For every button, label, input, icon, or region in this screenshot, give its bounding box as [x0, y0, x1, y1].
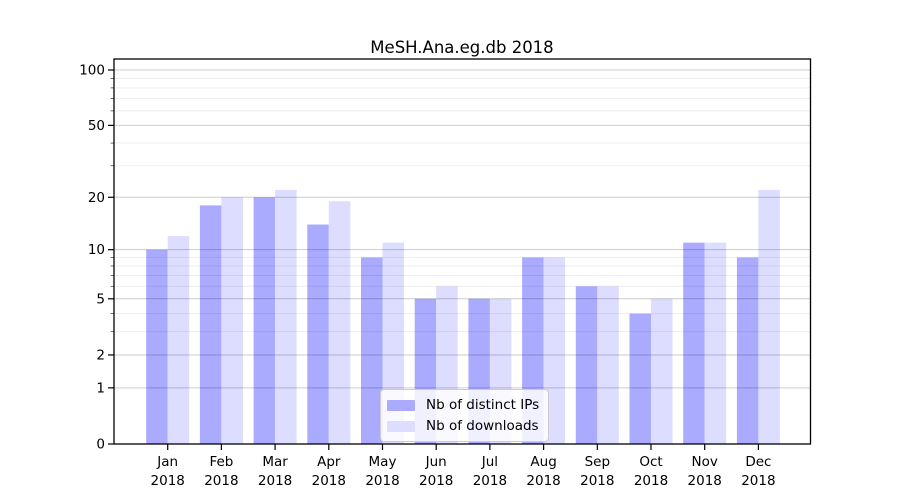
x-tick-label-year: 2018 [634, 473, 668, 489]
x-tick-label-month: Jan [156, 454, 178, 470]
axes-box [113, 58, 812, 445]
bar-distinct-ips-may [361, 257, 383, 444]
chart-legend: Nb of distinct IPs Nb of downloads [380, 389, 550, 442]
y-tick-label: 0 [96, 437, 105, 453]
bar-distinct-ips-dec [736, 257, 759, 444]
x-tick-label-month: Sep [585, 454, 610, 470]
x-tick-label-month: May [369, 454, 397, 470]
bar-downloads-dec [758, 189, 780, 444]
x-tick-label-year: 2018 [688, 473, 722, 489]
bar-downloads-sep [597, 286, 619, 444]
legend-label-downloads: Nb of downloads [426, 418, 539, 434]
y-tick-label: 1 [96, 380, 105, 396]
x-tick-label-year: 2018 [312, 473, 346, 489]
x-tick-label-month: Nov [692, 454, 718, 470]
bar-downloads-feb [221, 197, 243, 444]
x-tick-label-month: Dec [745, 454, 771, 470]
bar-distinct-ips-jan [146, 249, 168, 444]
bar-distinct-ips-nov [683, 242, 705, 444]
x-tick-label-year: 2018 [204, 473, 238, 489]
y-tick-label: 50 [88, 118, 105, 134]
bar-distinct-ips-oct [629, 313, 651, 444]
x-tick-label-year: 2018 [151, 473, 185, 489]
bar-distinct-ips-apr [307, 224, 329, 444]
y-tick-label: 5 [96, 291, 105, 307]
x-tick-label-month: Jun [425, 454, 447, 470]
x-tick-label-month: Apr [317, 454, 341, 470]
chart-title: MeSH.Ana.eg.db 2018 [370, 38, 554, 57]
bar-downloads-apr [328, 201, 351, 444]
bar-distinct-ips-sep [575, 286, 598, 444]
bar-downloads-nov [704, 242, 727, 444]
x-tick-label-year: 2018 [580, 473, 614, 489]
legend-entry-downloads: Nb of downloads [387, 417, 539, 435]
bar-distinct-ips-mar [253, 197, 276, 444]
legend-swatch-downloads [387, 420, 415, 432]
y-tick-label: 10 [88, 242, 105, 258]
x-tick-label-year: 2018 [741, 473, 775, 489]
y-tick-label: 100 [79, 63, 105, 79]
x-tick-label-year: 2018 [526, 473, 560, 489]
x-tick-label-year: 2018 [419, 473, 453, 489]
x-tick-label-year: 2018 [258, 473, 292, 489]
x-tick-label-month: Aug [530, 454, 556, 470]
x-tick-label-year: 2018 [365, 473, 399, 489]
x-tick-label-month: Oct [639, 454, 662, 470]
legend-swatch-distinct-ips [387, 399, 415, 411]
x-tick-label-year: 2018 [473, 473, 507, 489]
bar-distinct-ips-feb [199, 205, 222, 444]
bar-downloads-jan [167, 236, 190, 444]
y-tick-label: 2 [96, 347, 105, 363]
x-tick-label-month: Feb [209, 454, 233, 470]
x-tick-label-month: Jul [481, 454, 498, 470]
bar-downloads-oct [651, 298, 673, 444]
legend-entry-distinct-ips: Nb of distinct IPs [387, 396, 539, 414]
legend-label-distinct-ips: Nb of distinct IPs [426, 397, 540, 413]
bar-downloads-mar [275, 189, 297, 444]
y-tick-label: 20 [88, 190, 105, 206]
x-tick-label-month: Mar [262, 454, 288, 470]
